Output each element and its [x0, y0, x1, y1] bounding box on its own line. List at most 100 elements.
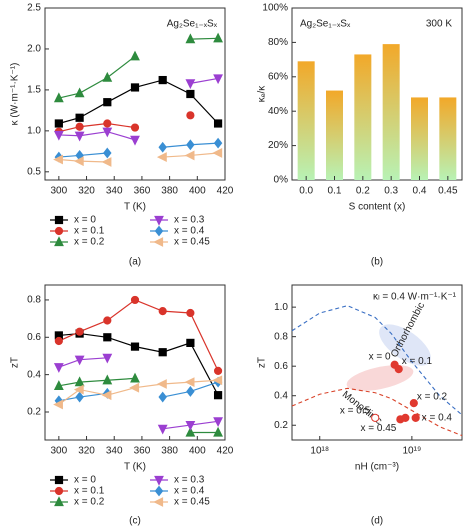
marker	[74, 131, 85, 142]
marker	[411, 413, 420, 422]
marker	[75, 122, 84, 131]
x-tick-label: 320	[78, 186, 95, 197]
y-tick-label: 40%	[268, 106, 288, 117]
point-label: x = 0.2	[417, 392, 448, 403]
marker	[101, 390, 112, 401]
y-tick-label: 2.5	[27, 3, 41, 14]
point-label: x = 0.5	[340, 405, 371, 416]
marker	[73, 384, 84, 395]
marker	[213, 137, 223, 149]
panel-label: (a)	[129, 257, 141, 268]
marker	[184, 150, 195, 161]
marker	[54, 496, 64, 507]
marker	[101, 157, 112, 167]
marker	[409, 398, 418, 408]
marker	[130, 50, 140, 61]
marker	[73, 156, 84, 167]
x-axis-label: nH (cm⁻³)	[355, 462, 399, 473]
marker	[158, 307, 167, 316]
y-axis-label: zT	[257, 357, 268, 368]
y-tick-label: 60%	[268, 71, 288, 82]
marker	[102, 374, 113, 385]
marker	[213, 32, 223, 43]
marker	[130, 372, 140, 383]
y-tick-label: 0.4	[27, 369, 41, 380]
marker	[158, 141, 167, 153]
marker	[75, 391, 84, 403]
x-tick-label: 0.2	[356, 186, 370, 197]
marker	[156, 152, 167, 162]
legend-label: x = 0.1	[74, 486, 105, 497]
marker	[212, 375, 223, 386]
x-tick-label: 0.3	[384, 186, 398, 197]
y-tick-label: 2.0	[27, 44, 41, 55]
x-tick-label: 320	[78, 446, 95, 457]
legend-label: x = 0.45	[174, 237, 210, 248]
marker	[74, 376, 85, 387]
x-tick-label: 380	[161, 446, 178, 457]
legend-label: x = 0.4	[174, 486, 205, 497]
series-line	[58, 377, 219, 434]
marker	[186, 338, 195, 347]
marker	[371, 413, 380, 422]
marker	[53, 130, 64, 141]
model-curve	[291, 387, 463, 437]
panel-label: (d)	[371, 516, 383, 527]
marker	[186, 386, 195, 397]
marker	[213, 119, 223, 128]
panel-label: (c)	[129, 516, 141, 527]
marker	[212, 148, 223, 158]
bar	[326, 90, 343, 180]
y-tick-label: 0.8	[27, 295, 41, 306]
marker	[102, 71, 113, 82]
y-tick-label: 0.6	[27, 332, 41, 343]
y-tick-label: 1.5	[27, 85, 41, 96]
marker	[53, 154, 63, 165]
x-tick-label: 10¹⁹	[402, 446, 421, 457]
marker	[53, 363, 64, 373]
legend-label: x = 0.1	[74, 226, 105, 237]
y-tick-label: 0.6	[274, 361, 288, 372]
marker	[158, 391, 167, 403]
marker	[154, 485, 164, 497]
marker	[103, 98, 112, 107]
panel: 0.2 0.4 0.6 0.8 300 320 340 360 380 400 420 T (K) zT…	[10, 284, 234, 527]
marker	[103, 316, 112, 325]
annotation: Ag₂Se₁₋ₓSₓ	[300, 19, 351, 30]
marker	[74, 355, 85, 366]
legend-label: x = 0.2	[74, 237, 105, 248]
panel-label: (b)	[371, 257, 383, 268]
x-tick-label: 420	[217, 186, 234, 197]
x-tick-label: 360	[134, 186, 151, 197]
marker	[213, 426, 223, 437]
marker	[54, 215, 64, 225]
legend-label: x = 0.2	[74, 497, 105, 508]
marker	[74, 87, 85, 98]
legend-label: x = 0.3	[174, 475, 205, 486]
x-tick-label: 400	[189, 186, 206, 197]
marker	[54, 119, 63, 128]
marker	[185, 420, 196, 431]
bar	[297, 61, 315, 180]
marker	[53, 399, 63, 410]
marker	[186, 139, 195, 151]
x-axis-label: T (K)	[124, 202, 146, 213]
x-tick-label: 0.4	[413, 186, 427, 197]
marker	[54, 226, 64, 236]
x-tick-label: 0.0	[299, 186, 313, 197]
marker	[153, 237, 164, 247]
x-tick-label: 360	[134, 446, 151, 457]
y-axis-label: zT	[10, 357, 21, 368]
x-tick-label: 400	[189, 446, 206, 457]
marker	[103, 119, 112, 128]
marker	[103, 333, 112, 342]
plot-frame	[44, 284, 226, 441]
bar	[382, 44, 400, 181]
y-axis-label: κₑ/κ	[257, 85, 268, 102]
x-tick-label: 340	[106, 186, 123, 197]
marker	[102, 127, 113, 138]
x-tick-label: 380	[161, 186, 178, 197]
marker	[154, 225, 164, 237]
y-tick-label: 100%	[262, 3, 288, 14]
